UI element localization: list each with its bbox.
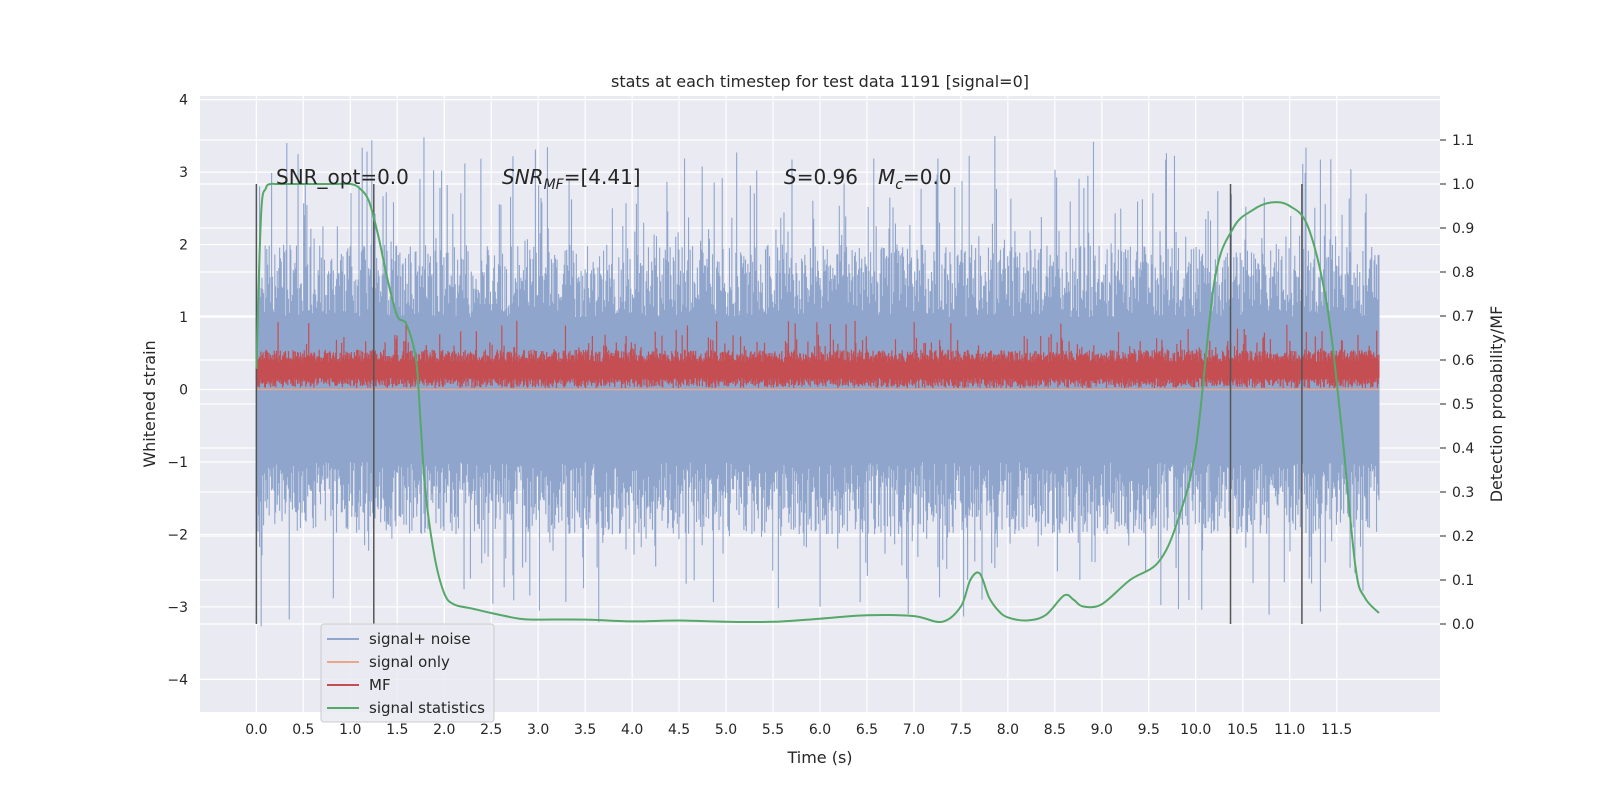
legend-label-signal-only: signal only <box>369 653 450 671</box>
annotation-s: S=0.96 <box>784 165 858 189</box>
data-layer <box>255 136 1380 627</box>
legend-entry-signal-noise: signal+ noise <box>327 630 471 648</box>
annotation-mc-main: M <box>878 165 895 189</box>
legend-entry-mf: MF <box>327 676 391 694</box>
x-axis-label: Time (s) <box>786 748 852 767</box>
y-tick-label: 4 <box>179 93 188 109</box>
x-tick-label: 9.5 <box>1138 722 1160 738</box>
y-right-tick-label: 0.5 <box>1452 397 1474 413</box>
legend: signal+ noise signal only MF signal stat… <box>320 623 495 723</box>
x-tick-label: 2.5 <box>480 722 502 738</box>
y-right-tick-label: 0.9 <box>1452 221 1474 237</box>
annotation-mc: Mc=0.0 <box>878 165 952 193</box>
legend-box <box>320 623 495 723</box>
y-tick-label: 2 <box>179 238 188 254</box>
legend-entry-signal-only: signal only <box>327 653 450 671</box>
axes: 0.0 0.5 1.0 1.5 2.0 2.5 3.0 3.5 4.0 4.5 5.0 5.5 6.0 6… <box>167 93 1474 738</box>
y-right-tick-label: 0.6 <box>1452 353 1474 369</box>
legend-label-signal-noise: signal+ noise <box>369 630 471 648</box>
x-tick-label: 10.5 <box>1227 722 1258 738</box>
annotations: SNR_opt=0.0 SNRMF=[4.41] S=0.96 Mc=0.0 <box>276 165 952 193</box>
x-tick-label: 10.0 <box>1180 722 1211 738</box>
x-tick-label: 5.5 <box>762 722 784 738</box>
x-tick-label: 9.0 <box>1091 722 1113 738</box>
y-right-axis-label: Detection probability/MF <box>1487 306 1506 503</box>
y-tick-label: −2 <box>167 527 188 543</box>
y-right-tick-label: 0.0 <box>1452 617 1474 633</box>
x-tick-label: 0.5 <box>292 722 314 738</box>
y-right-tick-label: 0.3 <box>1452 485 1474 501</box>
annotation-snr-mf-main: SNR <box>502 165 544 189</box>
y-right-tick-label: 0.7 <box>1452 309 1474 325</box>
legend-entry-signal-statistics: signal statistics <box>327 699 485 717</box>
y-tick-label: 3 <box>179 165 188 181</box>
y-right-tick-label: 0.2 <box>1452 529 1474 545</box>
y-tick-label: 0 <box>179 383 188 399</box>
series-signal-statistics <box>255 182 1380 624</box>
annotation-snr-mf-sub: MF <box>544 177 565 193</box>
y-right-tick-label: 0.8 <box>1452 265 1474 281</box>
y-tick-label: −1 <box>167 455 188 471</box>
x-tick-label: 7.0 <box>903 722 925 738</box>
legend-label-signal-statistics: signal statistics <box>369 699 485 717</box>
x-tick-label: 0.0 <box>245 722 267 738</box>
annotation-s-value: =0.96 <box>797 165 858 189</box>
x-tick-label: 6.0 <box>809 722 831 738</box>
x-tick-label: 2.0 <box>433 722 455 738</box>
x-tick-label: 7.5 <box>950 722 972 738</box>
x-tick-label: 1.5 <box>386 722 408 738</box>
y-right-tick-label: 0.4 <box>1452 441 1474 457</box>
x-tick-label: 3.0 <box>527 722 549 738</box>
x-tick-label: 4.5 <box>668 722 690 738</box>
y-tick-label: −4 <box>167 672 188 688</box>
x-tick-label: 3.5 <box>574 722 596 738</box>
annotation-snr-mf-value: =[4.41] <box>564 165 641 189</box>
annotation-mc-sub: c <box>895 177 903 193</box>
x-tick-label: 8.5 <box>1044 722 1066 738</box>
annotation-snr-opt: SNR_opt=0.0 <box>276 165 409 189</box>
x-tick-label: 11.5 <box>1321 722 1352 738</box>
x-tick-label: 1.0 <box>339 722 361 738</box>
y-axis-label: Whitened strain <box>140 340 159 467</box>
y-right-tick-label: 0.1 <box>1452 573 1474 589</box>
annotation-s-main: S <box>784 165 797 189</box>
chart-title: stats at each timestep for test data 119… <box>611 72 1029 91</box>
x-tick-label: 6.5 <box>856 722 878 738</box>
x-tick-label: 8.0 <box>997 722 1019 738</box>
y-tick-label: 1 <box>179 310 188 326</box>
y-right-tick-label: 1.0 <box>1452 177 1474 193</box>
annotation-snr-mf: SNRMF=[4.41] <box>502 165 641 193</box>
legend-label-mf: MF <box>369 676 391 694</box>
x-tick-label: 11.0 <box>1274 722 1305 738</box>
annotation-mc-value: =0.0 <box>903 165 952 189</box>
x-tick-label: 4.0 <box>621 722 643 738</box>
y-tick-label: −3 <box>167 600 188 616</box>
x-tick-label: 5.0 <box>715 722 737 738</box>
y-right-tick-label: 1.1 <box>1452 133 1474 149</box>
